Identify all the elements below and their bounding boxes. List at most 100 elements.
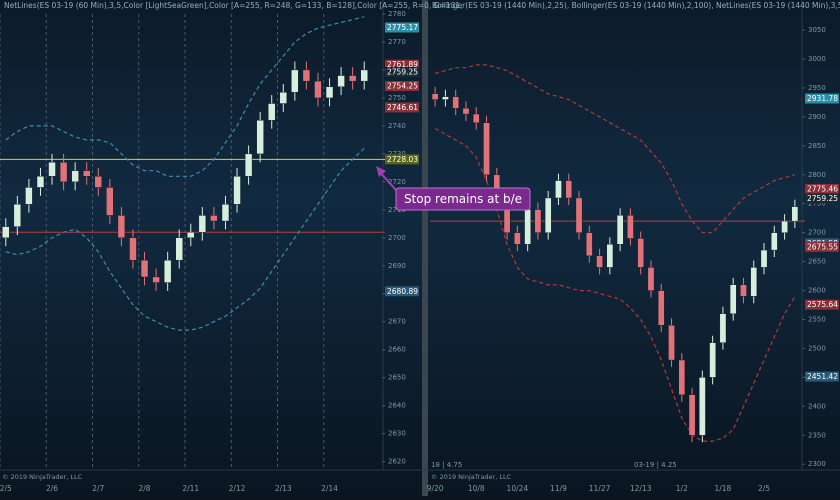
candle-body bbox=[71, 170, 79, 183]
price-marker bbox=[805, 299, 839, 310]
x-tick-label: 1/2 bbox=[676, 484, 688, 493]
price-marker bbox=[805, 193, 839, 204]
candle-body bbox=[565, 180, 573, 199]
price-marker bbox=[805, 93, 839, 104]
candle-body bbox=[163, 259, 172, 283]
price-marker-label: 2775.17 bbox=[387, 23, 418, 32]
candle-body bbox=[36, 176, 45, 188]
y-tick-label: 2730 bbox=[388, 150, 406, 158]
price-marker bbox=[805, 241, 839, 252]
x-tick-label: 10/8 bbox=[468, 484, 485, 493]
y-tick-label: 2700 bbox=[388, 234, 406, 242]
x-tick-label: 2/8 bbox=[138, 484, 150, 493]
candle-body bbox=[575, 197, 583, 233]
band-line bbox=[5, 16, 365, 177]
candle-body bbox=[268, 103, 276, 121]
candle-body bbox=[555, 180, 562, 199]
annotation-box bbox=[395, 187, 531, 211]
candle-body bbox=[586, 232, 593, 257]
candle-body bbox=[719, 313, 727, 343]
candle-body bbox=[627, 215, 634, 239]
candle-body bbox=[221, 204, 230, 222]
y-tick-label: 2800 bbox=[808, 171, 826, 179]
charts: 2620263026402650266026702680269027002710… bbox=[0, 10, 839, 493]
candle-body bbox=[175, 237, 183, 261]
candle-body bbox=[431, 93, 439, 100]
price-marker bbox=[385, 59, 419, 70]
price-marker bbox=[385, 67, 419, 78]
price-marker bbox=[385, 102, 419, 113]
y-tick-label: 2770 bbox=[388, 38, 406, 46]
candle-body bbox=[596, 255, 603, 268]
price-marker-label: 2728.03 bbox=[387, 155, 418, 164]
candle-body bbox=[709, 342, 716, 378]
y-tick-label: 2720 bbox=[388, 178, 406, 186]
candle-body bbox=[314, 80, 322, 99]
x-tick-label: 1/18 bbox=[714, 484, 731, 493]
candle-body bbox=[606, 244, 614, 268]
candle-body bbox=[129, 237, 137, 261]
candle-body bbox=[750, 267, 758, 297]
candle-body bbox=[106, 187, 114, 216]
x-tick-label: 2/13 bbox=[275, 484, 292, 493]
y-tick-label: 2640 bbox=[388, 402, 406, 410]
y-tick-label: 2600 bbox=[808, 287, 826, 295]
price-marker-label: 2931.78 bbox=[807, 94, 838, 103]
candle-body bbox=[13, 204, 22, 227]
candle-body bbox=[59, 162, 68, 183]
candle-body bbox=[637, 238, 644, 268]
copyright: © 2019 NinjaTrader, LLC bbox=[431, 473, 512, 481]
candle-body bbox=[244, 153, 253, 177]
splitter bbox=[422, 0, 428, 496]
x-tick-label: 2/12 bbox=[229, 484, 246, 493]
candle-body bbox=[760, 249, 768, 268]
candle-body bbox=[94, 176, 102, 188]
candle-body bbox=[472, 113, 480, 123]
y-tick-label: 2690 bbox=[388, 262, 406, 270]
candle-body bbox=[688, 394, 696, 436]
x-tick-label: 10/24 bbox=[507, 484, 529, 493]
y-tick-label: 2550 bbox=[808, 316, 826, 324]
band-line bbox=[434, 64, 796, 234]
x-tick-label: 2/11 bbox=[182, 484, 199, 493]
candle-body bbox=[152, 276, 160, 283]
x-tick-label: 2/5 bbox=[0, 484, 12, 493]
x-tick-label: 11/27 bbox=[589, 484, 611, 493]
candle-body bbox=[83, 170, 91, 177]
candle-body bbox=[291, 69, 299, 93]
chart-title: Bollinger(ES 03-19 (1440 Min),2,25), Bol… bbox=[432, 1, 840, 10]
candle-body bbox=[483, 122, 490, 176]
y-tick-label: 2950 bbox=[808, 84, 826, 92]
band-line bbox=[5, 147, 365, 331]
candle-body bbox=[668, 325, 675, 361]
candle-body bbox=[771, 232, 778, 251]
y-tick-label: 2740 bbox=[388, 122, 406, 130]
candle-body bbox=[348, 75, 357, 82]
price-marker-label: 2575.64 bbox=[807, 300, 838, 309]
candle-body bbox=[524, 209, 531, 245]
candle-body bbox=[187, 232, 195, 238]
price-marker bbox=[805, 371, 839, 382]
price-marker bbox=[385, 81, 419, 92]
price-marker-label: 2759.25 bbox=[387, 68, 418, 77]
y-tick-label: 2350 bbox=[808, 431, 826, 439]
candle-body bbox=[442, 96, 449, 100]
candle-body bbox=[256, 120, 264, 155]
candle-body bbox=[325, 86, 334, 99]
candle-body bbox=[647, 267, 655, 291]
price-marker-label: 2775.46 bbox=[807, 185, 838, 194]
x-tick-label: 9/20 bbox=[427, 484, 444, 493]
copyright: © 2019 NinjaTrader, LLC bbox=[2, 473, 83, 481]
footer-text: 18 | 4.75 bbox=[431, 461, 462, 469]
y-tick-label: 2620 bbox=[388, 458, 406, 466]
y-tick-label: 2300 bbox=[808, 460, 826, 468]
candle-body bbox=[740, 284, 747, 297]
candle-body bbox=[452, 96, 459, 109]
price-marker-label: 2746.61 bbox=[387, 103, 418, 112]
candle-body bbox=[233, 176, 241, 205]
candle-body bbox=[117, 215, 126, 238]
candle-body bbox=[729, 284, 737, 314]
price-marker bbox=[385, 22, 419, 33]
